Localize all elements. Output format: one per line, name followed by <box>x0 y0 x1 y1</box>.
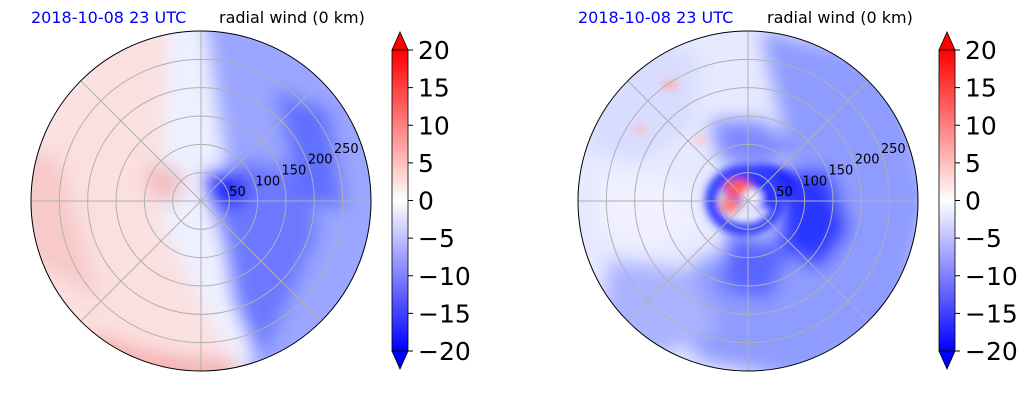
radial-tick-label: 200 <box>855 153 880 168</box>
colorbar-tick-label: −10 <box>965 262 1018 291</box>
angular-grid-line <box>80 80 202 202</box>
colorbar-tick-label: −10 <box>418 262 471 291</box>
panel-2-outer-boundary <box>577 30 919 372</box>
panel-1-colorbar-extend-min <box>391 350 409 370</box>
colorbar-tick-label: −15 <box>418 299 471 328</box>
panel-2-colorbar-extend-min <box>938 350 956 370</box>
panel-2-date-title: 2018-10-08 23 UTC <box>578 8 734 27</box>
colorbar-tick-label: −15 <box>965 299 1018 328</box>
colorbar-tick-label: 5 <box>418 149 434 178</box>
radial-tick-label: 50 <box>776 185 793 200</box>
radial-tick-label: 250 <box>334 142 359 157</box>
angular-grid-line <box>200 200 322 322</box>
colorbar-tick-label: −20 <box>418 337 471 366</box>
colorbar-tick-label: 5 <box>965 149 981 178</box>
radial-tick-label: 250 <box>881 142 906 157</box>
angular-grid-line <box>627 200 749 322</box>
radial-tick-label: 50 <box>229 185 246 200</box>
colorbar-tick-label: 0 <box>418 187 434 216</box>
panel-2-colorbar-ticks: 20 15 10 5 0 −5 −10 −15 −20 <box>955 36 1018 366</box>
radial-tick-label: 100 <box>255 174 280 189</box>
radial-tick-label: 100 <box>802 174 827 189</box>
panel-1-colorbar-extend-max <box>391 31 409 51</box>
angular-grid-line <box>200 80 322 202</box>
angular-grid-line <box>747 80 869 202</box>
colorbar-tick-label: 10 <box>965 111 997 140</box>
radial-tick-label: 200 <box>308 153 333 168</box>
colorbar-tick-label: 0 <box>965 187 981 216</box>
panel-1-colorbar-gradient <box>391 49 409 352</box>
panel-2-polar-grid <box>578 31 918 371</box>
angular-grid-line <box>80 200 202 322</box>
panel-2-colorbar: 20 15 10 5 0 −5 −10 −15 −20 <box>938 31 1018 370</box>
colorbar-tick-label: 15 <box>418 74 450 103</box>
angular-grid-line <box>747 200 869 322</box>
panel-1-variable-title: radial wind (0 km) <box>219 8 365 27</box>
radial-tick-label: 150 <box>829 163 854 178</box>
colorbar-tick-label: 20 <box>965 36 997 65</box>
colorbar-tick-label: 20 <box>418 36 450 65</box>
colorbar-tick-label: −20 <box>965 337 1018 366</box>
panel-2-radial-wind-field <box>578 31 918 371</box>
panel-1-outer-boundary <box>30 30 372 372</box>
panel-1-date-title: 2018-10-08 23 UTC <box>31 8 187 27</box>
panel-2-colorbar-gradient <box>938 49 956 352</box>
colorbar-tick-label: −5 <box>418 224 455 253</box>
colorbar-tick-label: 15 <box>965 74 997 103</box>
panel-1-colorbar: 20 15 10 5 0 −5 −10 −15 −20 <box>391 31 471 370</box>
panel-2-colorbar-extend-max <box>938 31 956 51</box>
angular-grid-line <box>627 80 749 202</box>
panel-1-polar-grid <box>31 31 371 371</box>
colorbar-tick-label: 10 <box>418 111 450 140</box>
panel-1-colorbar-ticks: 20 15 10 5 0 −5 −10 −15 −20 <box>408 36 471 366</box>
radial-tick-label: 150 <box>282 163 307 178</box>
panel-2-variable-title: radial wind (0 km) <box>767 8 913 27</box>
colorbar-tick-label: −5 <box>965 224 1002 253</box>
